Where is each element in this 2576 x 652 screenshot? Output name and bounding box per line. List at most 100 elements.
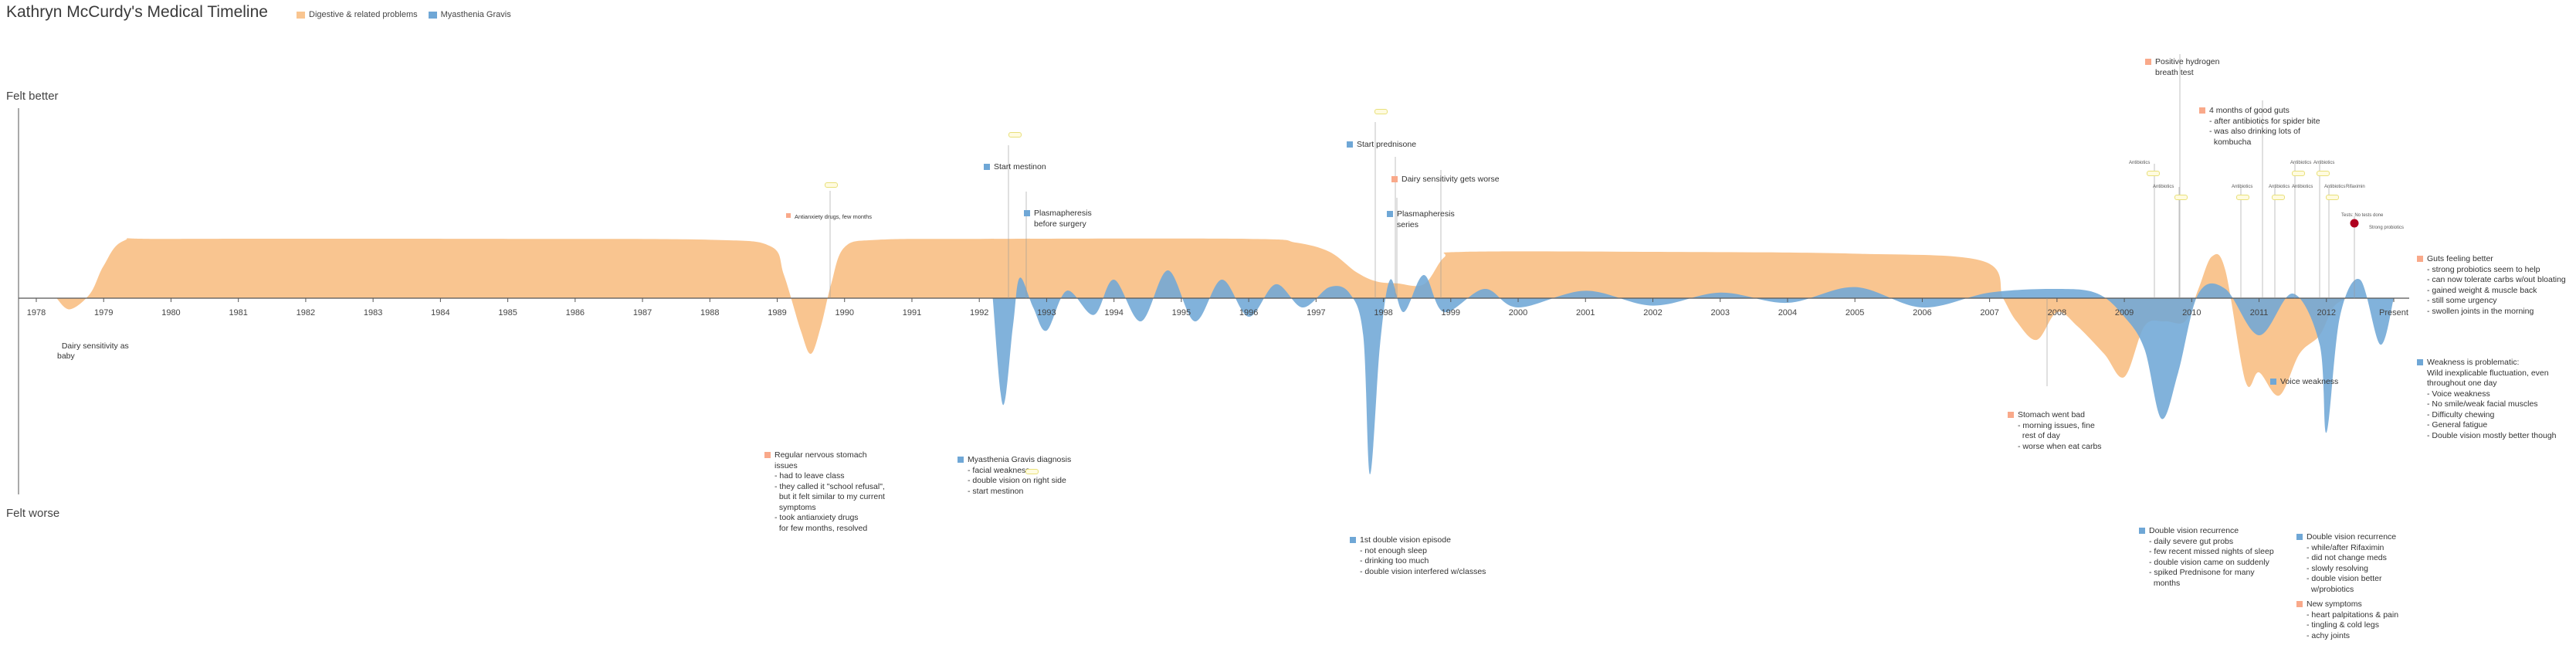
callout-bubble xyxy=(2326,195,2339,200)
note-marker xyxy=(2145,59,2151,65)
note-antianxiety: Antianxiety drugs, few months xyxy=(786,191,872,233)
x-tick-label: 1981 xyxy=(229,308,247,318)
callout-bubble xyxy=(2272,195,2285,200)
note-dairy-baby: Dairy sensitivity as baby xyxy=(57,331,129,362)
note-dairy-worse: Dairy sensitivity gets worse xyxy=(1391,154,1500,195)
x-tick-label: 2012 xyxy=(2317,308,2336,318)
small-label-antibiotics: Antibiotics xyxy=(2292,185,2313,189)
note-text: Weakness is problematic: Wild inexplicab… xyxy=(2427,358,2557,440)
note-weakness-problematic: Weakness is problematic: Wild inexplicab… xyxy=(2417,337,2557,452)
callout-bubble xyxy=(1025,469,1039,474)
note-text: Start mestinon xyxy=(994,162,1046,171)
note-text: 1st double vision episode - not enough s… xyxy=(1360,535,1486,576)
x-tick-label: 1988 xyxy=(700,308,719,318)
note-new-symptoms: New symptoms - heart palpitations & pain… xyxy=(2296,579,2398,652)
note-marker xyxy=(2270,379,2276,385)
x-tick-label: 2003 xyxy=(1710,308,1729,318)
callout-bubble xyxy=(2174,195,2188,200)
legend-label-digestive: Digestive & related problems xyxy=(309,10,418,19)
small-label-antibiotics: Antibiotics xyxy=(2324,185,2346,189)
callout-bubble xyxy=(1374,109,1388,114)
note-start-mestinon: Start mestinon xyxy=(984,141,1046,183)
note-text: Antianxiety drugs, few months xyxy=(795,213,873,220)
x-tick-label: 1987 xyxy=(633,308,652,318)
note-text: Dairy sensitivity as baby xyxy=(57,341,129,362)
note-plasmapheresis-surgery: Plasmapheresis before surgery xyxy=(1024,188,1092,240)
note-text: Stomach went bad - morning issues, fine … xyxy=(2018,410,2102,451)
note-marker xyxy=(1024,210,1030,216)
x-tick-label: 1985 xyxy=(498,308,517,318)
x-tick-label: 1982 xyxy=(297,308,315,318)
note-text: Double vision recurrence - while/after R… xyxy=(2307,532,2397,594)
note-double-vision-recurrence-2: Double vision recurrence - while/after R… xyxy=(2296,511,2396,606)
note-hydrogen-test: Positive hydrogen breath test xyxy=(2145,36,2219,89)
note-marker xyxy=(1347,141,1353,148)
note-double-vision-recurrence-1: Double vision recurrence - daily severe … xyxy=(2139,505,2274,599)
note-marker xyxy=(764,452,771,458)
x-tick-label: 1999 xyxy=(1442,308,1460,318)
note-text: Regular nervous stomach issues - had to … xyxy=(774,450,885,533)
note-marker xyxy=(1350,537,1356,543)
felt-worse-label: Felt worse xyxy=(6,507,60,520)
note-marker xyxy=(2139,528,2145,534)
x-tick-label: 1984 xyxy=(431,308,449,318)
x-tick-label: 1994 xyxy=(1104,308,1123,318)
legend-swatch-digestive xyxy=(297,11,305,19)
x-tick-label: 1986 xyxy=(566,308,585,318)
note-marker xyxy=(1391,176,1398,182)
note-marker xyxy=(2417,256,2423,262)
x-tick-label: 1990 xyxy=(836,308,854,318)
x-tick-label: 2002 xyxy=(1643,308,1662,318)
note-marker xyxy=(2008,412,2014,418)
note-text: Myasthenia Gravis diagnosis - facial wea… xyxy=(968,455,1072,496)
x-tick-label: 1980 xyxy=(161,308,180,318)
note-plasmapheresis-series: Plasmapheresis series xyxy=(1387,188,1455,241)
note-marker xyxy=(2296,601,2303,607)
x-tick-label: 1992 xyxy=(970,308,988,318)
event-marker-red xyxy=(2350,219,2359,228)
small-label-antibiotics: Antibiotics xyxy=(2290,161,2312,165)
x-tick-label: 1998 xyxy=(1374,308,1392,318)
small-label-probiotics: Strong probiotics xyxy=(2369,226,2405,230)
callout-bubble xyxy=(2236,195,2249,200)
x-tick-label: 2011 xyxy=(2250,308,2269,318)
felt-better-label: Felt better xyxy=(6,90,59,103)
callout-bubble xyxy=(2147,171,2160,176)
note-voice-weakness: Voice weakness xyxy=(2270,356,2338,398)
note-marker xyxy=(786,213,791,218)
note-guts-better: Guts feeling better - strong probiotics … xyxy=(2417,233,2566,328)
series-area-myasthenia-gravis xyxy=(992,270,2394,475)
small-label-tests: Tests: No tests done xyxy=(2341,213,2384,218)
x-tick-label: 2008 xyxy=(2048,308,2066,318)
note-first-double-vision: 1st double vision episode - not enough s… xyxy=(1350,514,1486,588)
note-start-prednisone: Start prednisone xyxy=(1347,119,1416,161)
note-marker xyxy=(2296,534,2303,540)
callout-bubble xyxy=(2292,171,2305,176)
callout-bubble xyxy=(825,182,838,188)
x-tick-label: 1997 xyxy=(1307,308,1325,318)
x-tick-label: 1978 xyxy=(27,308,46,318)
x-tick-label: 1995 xyxy=(1172,308,1191,318)
note-nervous-stomach: Regular nervous stomach issues - had to … xyxy=(764,430,885,545)
x-tick-label: 2001 xyxy=(1576,308,1595,318)
note-text: Voice weakness xyxy=(2280,377,2339,386)
callout-bubble xyxy=(1008,132,1022,138)
note-text: Plasmapheresis before surgery xyxy=(1034,209,1092,229)
small-label-antibiotics: Antibiotics xyxy=(2269,185,2290,189)
legend-item-mg: Myasthenia Gravis xyxy=(428,10,511,19)
note-marker xyxy=(958,457,964,463)
note-text: Positive hydrogen breath test xyxy=(2155,57,2220,77)
note-good-guts: 4 months of good guts - after antibiotic… xyxy=(2199,85,2320,158)
legend-item-digestive: Digestive & related problems xyxy=(297,10,418,19)
x-tick-label: 1991 xyxy=(903,308,921,318)
note-text: New symptoms - heart palpitations & pain… xyxy=(2307,599,2399,640)
x-tick-label: 2004 xyxy=(1778,308,1797,318)
x-tick-label: 1996 xyxy=(1239,308,1258,318)
x-tick-label: 2005 xyxy=(1846,308,1864,318)
note-marker xyxy=(984,164,990,170)
small-label-antibiotics: Antibiotics xyxy=(2129,161,2151,165)
small-label-antibiotics: Antibiotics xyxy=(2232,185,2253,189)
legend: Digestive & related problems Myasthenia … xyxy=(297,10,522,19)
note-text: Dairy sensitivity gets worse xyxy=(1402,175,1500,184)
x-tick-label: 2009 xyxy=(2115,308,2134,318)
